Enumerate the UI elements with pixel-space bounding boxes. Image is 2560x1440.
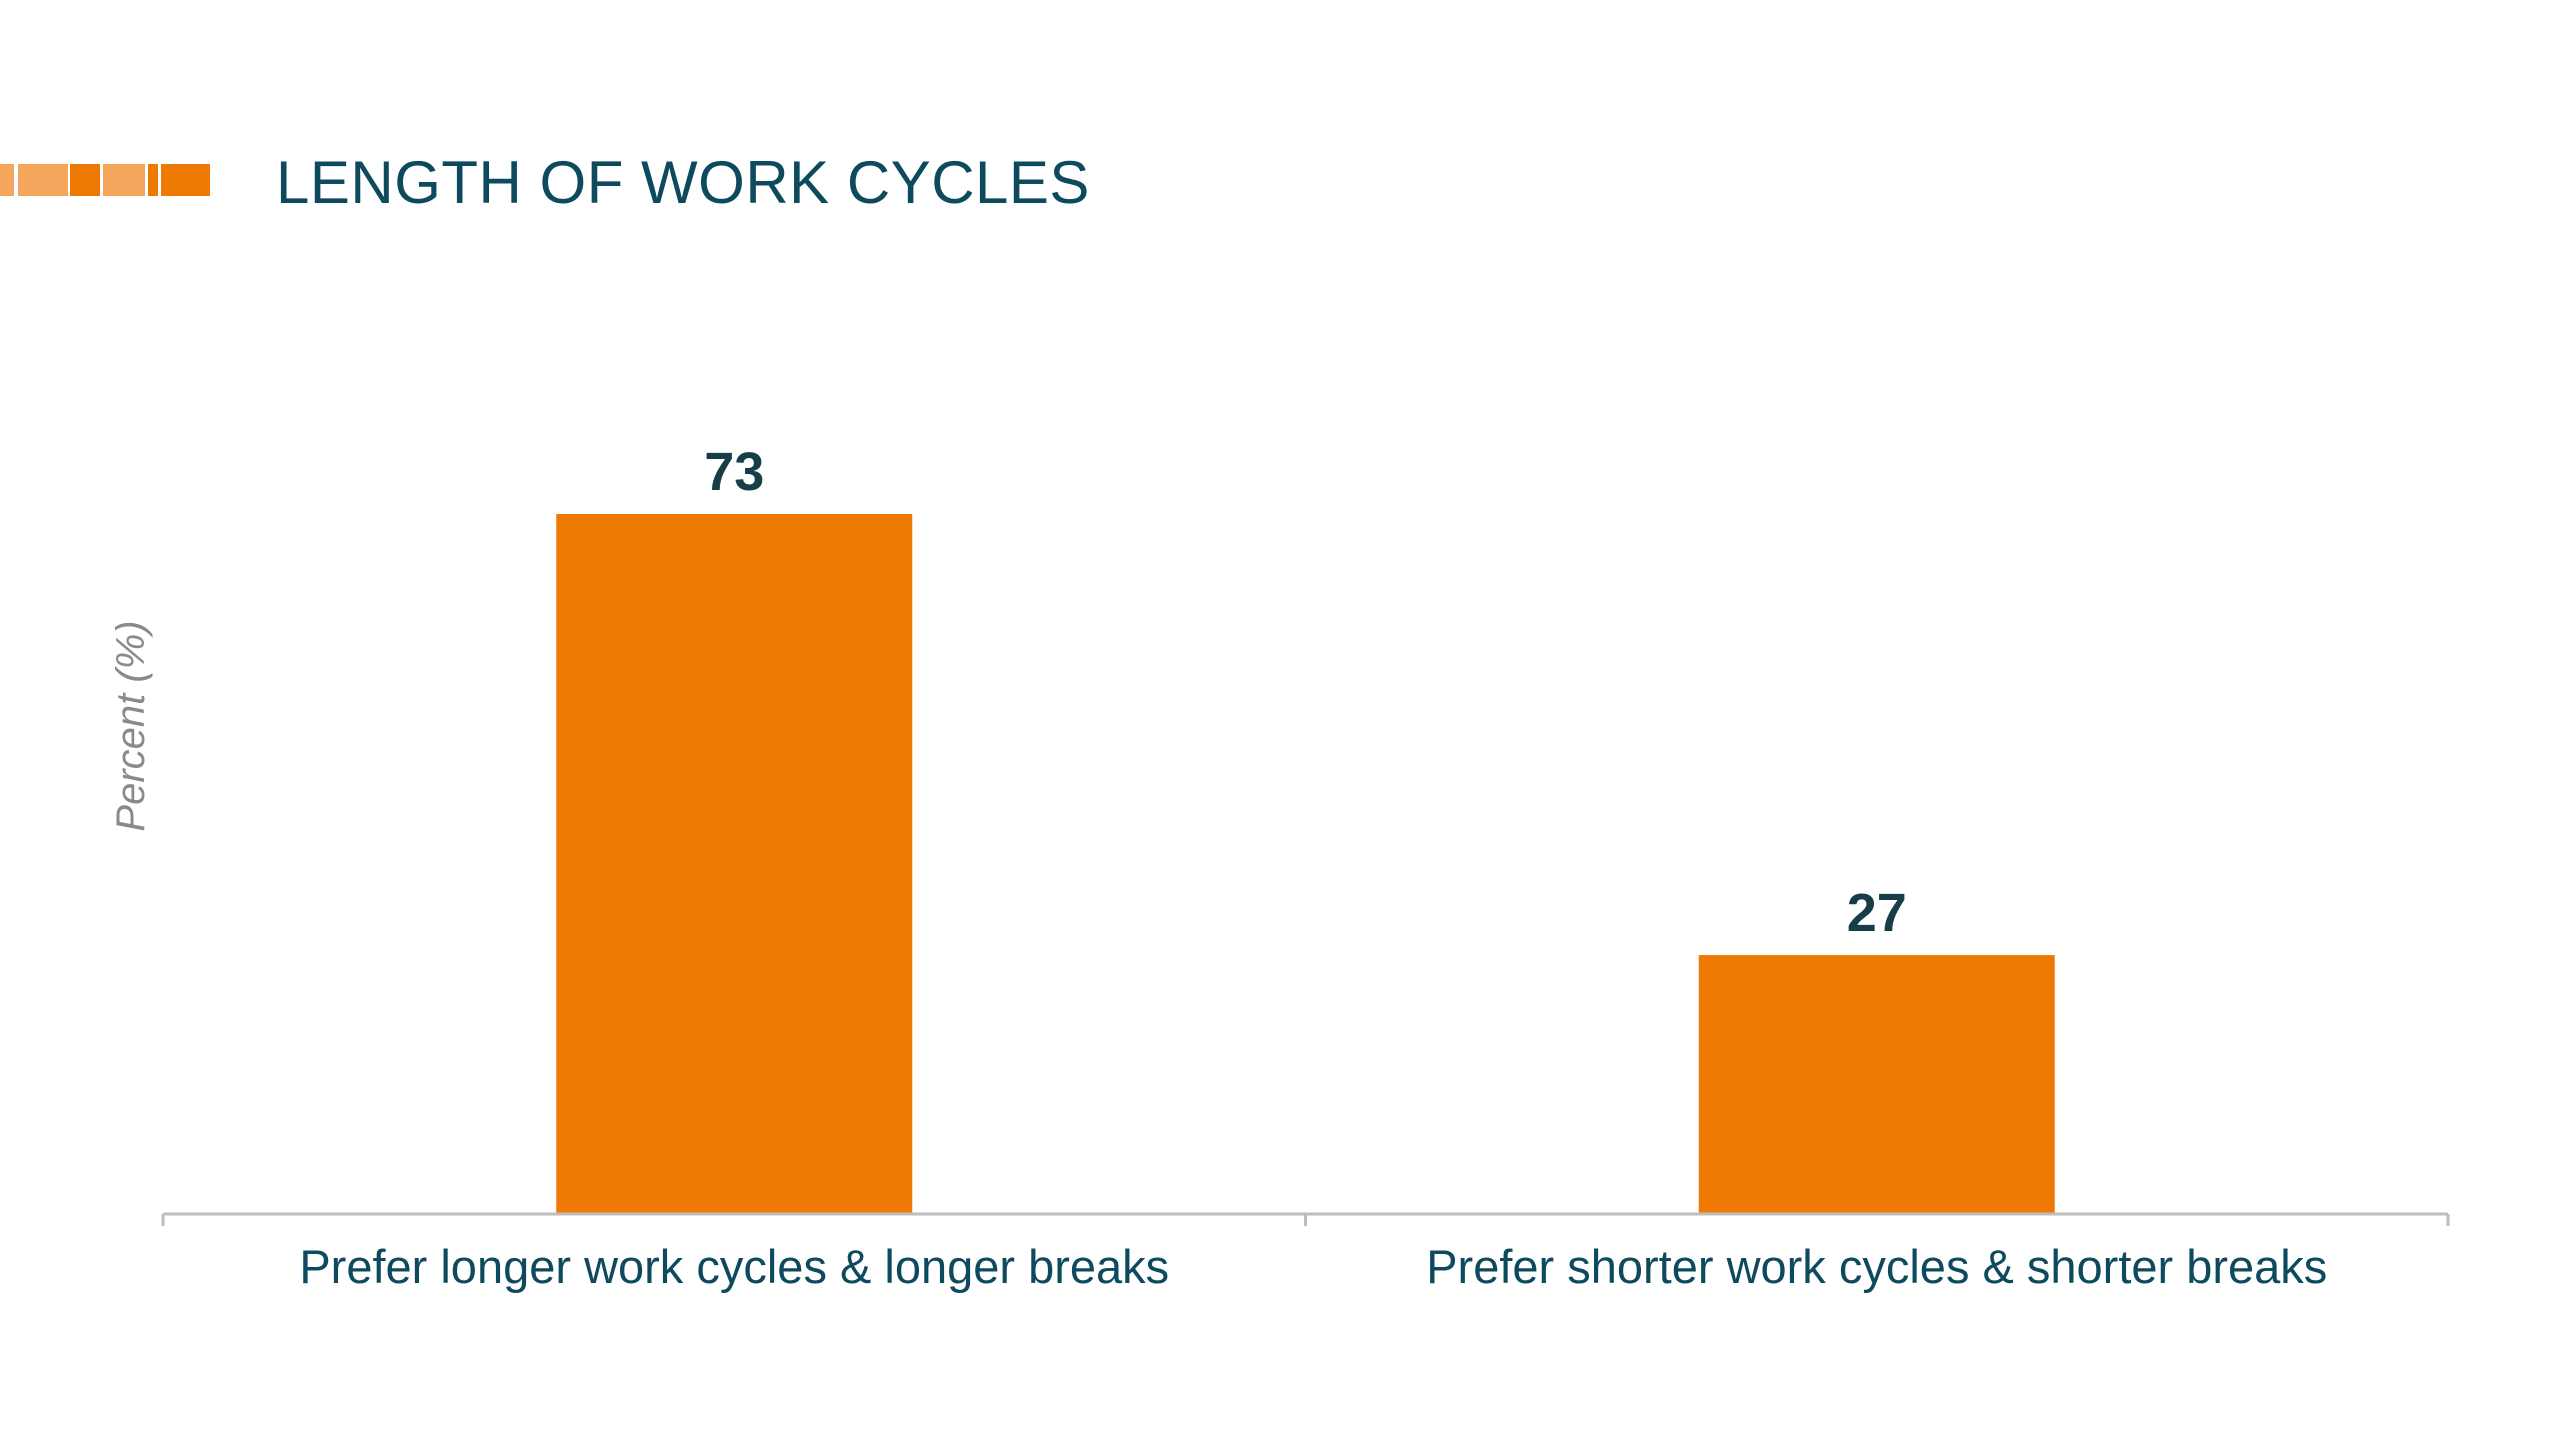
bars-layer — [556, 514, 2055, 1214]
labels-layer: 73 Prefer longer work cycles & longer bre… — [299, 442, 2327, 1293]
category-label-1: Prefer longer work cycles & longer break… — [299, 1240, 1169, 1293]
chart-title: LENGTH OF WORK CYCLES — [276, 149, 1090, 216]
bar-2 — [1698, 955, 2055, 1214]
bar-1 — [556, 514, 913, 1214]
value-label-2: 27 — [1847, 883, 1907, 943]
x-axis — [161, 1212, 2450, 1226]
category-label-2: Prefer shorter work cycles & shorter bre… — [1426, 1240, 2327, 1293]
accent-stripe-decoration — [0, 164, 210, 196]
y-axis-label: Percent (%) — [109, 620, 153, 831]
value-label-1: 73 — [704, 442, 764, 502]
